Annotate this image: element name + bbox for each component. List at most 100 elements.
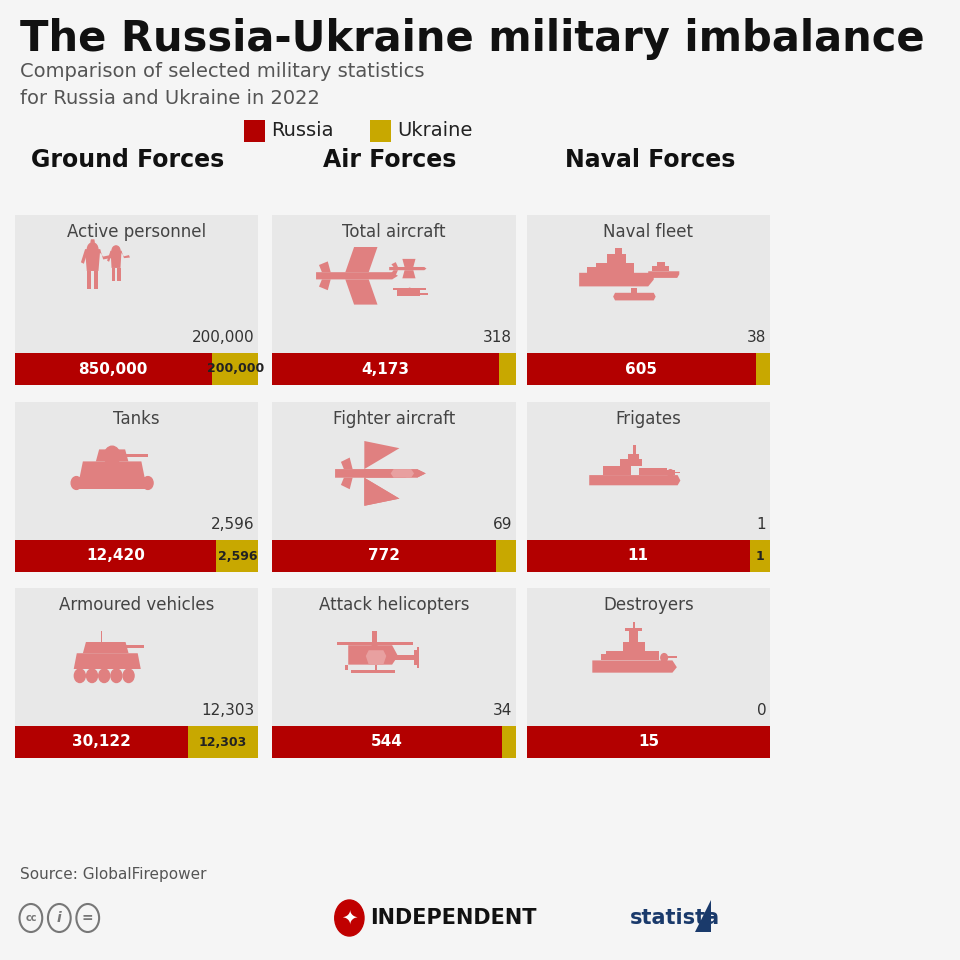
Polygon shape [657,261,664,266]
Polygon shape [402,259,416,267]
Polygon shape [124,454,148,457]
Text: 605: 605 [625,362,658,376]
Polygon shape [97,250,111,259]
Polygon shape [613,293,656,300]
Polygon shape [366,650,386,664]
Bar [273,540,496,572]
FancyBboxPatch shape [14,588,258,758]
Text: Destroyers: Destroyers [603,596,694,614]
Circle shape [668,469,673,476]
Polygon shape [73,477,151,490]
Text: 30,122: 30,122 [72,734,131,750]
Text: Fighter aircraft: Fighter aircraft [333,410,455,428]
Polygon shape [346,664,348,670]
Bar [188,726,258,758]
Bar [14,540,216,572]
Polygon shape [607,254,626,263]
Polygon shape [666,470,675,475]
Text: cc: cc [25,913,36,923]
Polygon shape [341,458,352,469]
Polygon shape [639,468,666,475]
Polygon shape [111,268,115,281]
Polygon shape [392,262,398,267]
Bar [526,353,756,385]
Text: 34: 34 [492,703,512,718]
Polygon shape [346,247,377,273]
Polygon shape [110,251,122,268]
Polygon shape [85,250,100,271]
Polygon shape [83,642,129,653]
Polygon shape [596,269,604,270]
Bar [750,540,770,572]
Polygon shape [101,631,103,642]
Polygon shape [81,250,88,264]
Text: Attack helicopters: Attack helicopters [319,596,469,614]
FancyBboxPatch shape [273,402,516,572]
Text: Naval fleet: Naval fleet [604,223,693,241]
Polygon shape [316,273,395,279]
Text: 11: 11 [628,548,649,564]
Text: 772: 772 [368,548,400,564]
FancyBboxPatch shape [526,215,770,385]
Polygon shape [673,471,681,473]
Polygon shape [117,268,121,281]
Polygon shape [630,631,638,642]
Polygon shape [337,642,413,645]
Polygon shape [394,288,426,290]
Bar [756,353,770,385]
Bar [526,726,770,758]
Circle shape [123,669,134,683]
Text: 0: 0 [756,703,766,718]
Bar [501,726,516,758]
Circle shape [660,654,667,661]
Text: Active personnel: Active personnel [67,223,206,241]
Polygon shape [90,239,95,243]
Text: 2,596: 2,596 [210,517,254,532]
FancyBboxPatch shape [273,215,516,385]
FancyBboxPatch shape [526,588,770,758]
Circle shape [111,669,122,683]
Polygon shape [392,270,398,276]
Polygon shape [96,449,129,462]
Text: 200,000: 200,000 [192,330,254,345]
Text: =: = [82,911,93,925]
Polygon shape [695,900,711,932]
Polygon shape [626,629,642,631]
Text: 12,303: 12,303 [201,703,254,718]
Polygon shape [392,273,398,279]
Text: 4,173: 4,173 [361,362,409,376]
Bar [273,353,498,385]
Polygon shape [579,273,654,286]
Polygon shape [601,654,606,660]
Text: INDEPENDENT: INDEPENDENT [370,908,537,928]
Polygon shape [417,647,419,667]
FancyBboxPatch shape [526,402,770,572]
Polygon shape [588,267,596,273]
Text: Frigates: Frigates [615,410,682,428]
Polygon shape [415,660,419,664]
Circle shape [105,446,120,466]
Polygon shape [108,251,113,262]
Text: ✦: ✦ [341,908,357,927]
Bar [14,726,188,758]
Text: 12,420: 12,420 [86,548,145,564]
Polygon shape [348,645,398,664]
Bar [526,540,750,572]
Text: 544: 544 [371,734,403,750]
Polygon shape [119,251,130,258]
Polygon shape [633,622,635,629]
Polygon shape [648,272,680,277]
Polygon shape [319,261,330,273]
Text: 38: 38 [747,330,766,345]
Text: Source: GlobalFirepower: Source: GlobalFirepower [20,868,206,882]
Text: statista: statista [630,908,720,928]
Text: 69: 69 [492,517,512,532]
Polygon shape [80,462,145,477]
Bar [216,540,258,572]
Polygon shape [592,660,677,673]
Polygon shape [634,444,636,454]
Polygon shape [86,271,91,289]
Polygon shape [397,290,420,297]
Text: Armoured vehicles: Armoured vehicles [59,596,214,614]
Polygon shape [391,469,414,478]
